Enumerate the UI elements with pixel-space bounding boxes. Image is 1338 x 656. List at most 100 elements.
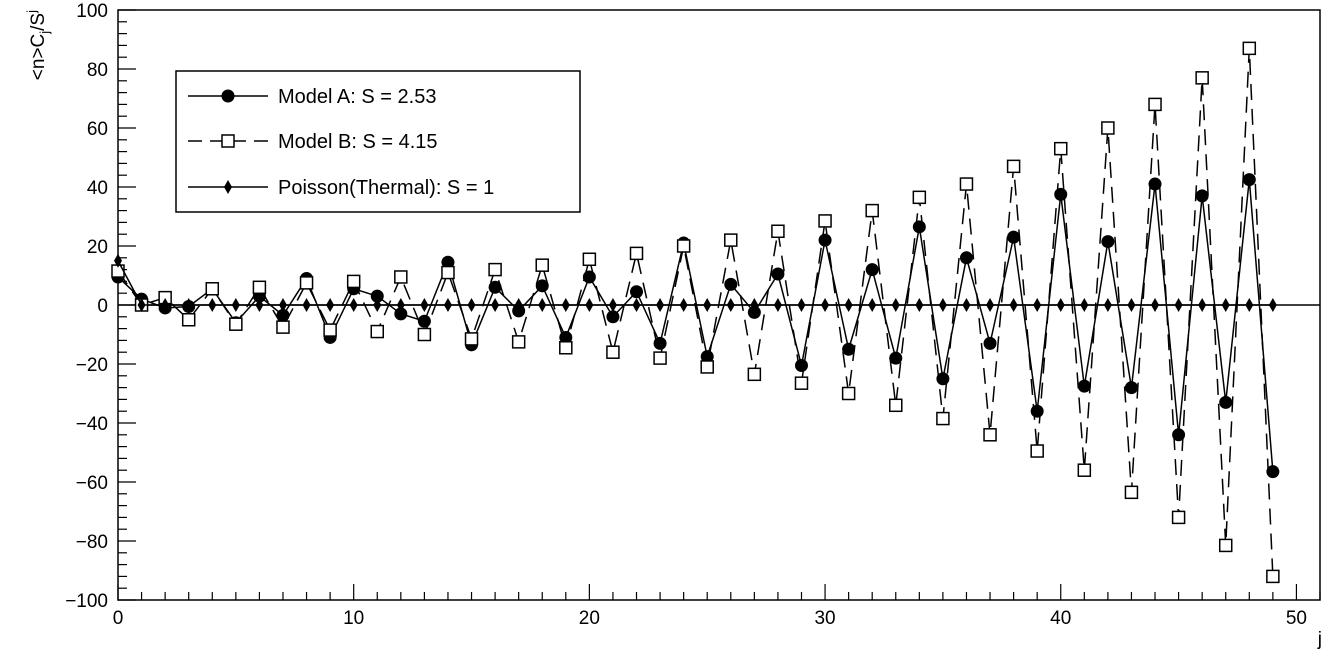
data-point-poisson xyxy=(1221,298,1230,312)
data-point-poisson xyxy=(726,298,735,312)
data-point-model-b xyxy=(841,386,856,401)
data-point-poisson xyxy=(137,298,146,312)
data-point-model-b xyxy=(252,280,267,295)
data-point-poisson xyxy=(1198,298,1207,312)
data-point-poisson xyxy=(962,298,971,312)
y-tick-label: −100 xyxy=(65,591,108,612)
legend-marker-model-b xyxy=(221,134,235,148)
data-point-model-a xyxy=(606,310,620,324)
data-point-poisson xyxy=(443,298,452,312)
data-point-model-b xyxy=(276,320,290,334)
legend-entry-model-a: Model A: S = 2.53 xyxy=(188,86,436,108)
x-tick-label: 10 xyxy=(343,608,364,629)
data-point-model-b xyxy=(936,411,950,426)
data-point-poisson xyxy=(773,298,782,312)
data-point-poisson xyxy=(373,298,382,312)
data-point-model-a xyxy=(1077,379,1091,393)
data-point-poisson xyxy=(938,298,947,312)
data-point-model-b xyxy=(771,224,785,238)
data-point-model-b xyxy=(1148,97,1162,112)
data-point-model-a xyxy=(1030,404,1044,418)
data-point-model-b xyxy=(1030,444,1044,458)
data-point-model-a xyxy=(724,277,738,291)
data-point-poisson xyxy=(821,298,830,312)
data-point-model-a xyxy=(1219,395,1233,409)
data-point-model-b xyxy=(865,203,879,218)
data-point-poisson xyxy=(1080,298,1089,312)
data-point-model-a xyxy=(1148,177,1162,191)
data-point-model-b xyxy=(700,360,714,374)
data-point-poisson xyxy=(703,298,712,312)
data-point-model-a xyxy=(488,280,502,294)
data-point-poisson xyxy=(1151,298,1160,312)
y-axis-title-main: <n>C xyxy=(28,34,49,80)
data-point-poisson xyxy=(1174,298,1183,312)
data-point-model-b xyxy=(1053,141,1068,156)
data-point-model-b xyxy=(346,274,361,289)
legend-entry-poisson: Poisson(Thermal): S = 1 xyxy=(188,177,494,199)
data-point-poisson xyxy=(561,298,570,312)
data-point-model-b xyxy=(1101,121,1115,135)
data-point-model-b xyxy=(676,239,691,253)
y-axis-title-sup: j xyxy=(24,10,39,14)
data-point-poisson xyxy=(632,298,641,312)
x-tick-label: 50 xyxy=(1286,608,1307,629)
x-tick-label: 0 xyxy=(113,608,124,629)
data-point-poisson xyxy=(467,298,476,312)
data-point-poisson xyxy=(208,298,217,312)
data-point-poisson xyxy=(114,253,122,268)
data-point-poisson xyxy=(514,298,523,312)
y-tick-label: −20 xyxy=(76,355,108,376)
series-model-b xyxy=(111,41,1280,584)
data-point-poisson xyxy=(1033,298,1042,312)
data-point-model-b xyxy=(747,367,762,382)
data-point-poisson xyxy=(255,298,264,312)
data-point-model-b xyxy=(629,246,644,261)
data-point-model-b xyxy=(205,282,220,296)
legend-entry-model-b: Model B: S = 4.15 xyxy=(188,131,438,153)
data-point-poisson xyxy=(1056,298,1065,312)
data-point-poisson xyxy=(1268,298,1277,312)
data-point-model-b xyxy=(394,270,408,284)
legend-label-poisson: Poisson(Thermal): S = 1 xyxy=(278,177,494,199)
data-point-model-b xyxy=(983,428,997,442)
y-tick-label: −80 xyxy=(76,532,108,553)
y-tick-label: 60 xyxy=(87,119,108,140)
data-point-model-b xyxy=(1195,71,1209,85)
data-point-model-a xyxy=(1242,173,1256,187)
data-point-poisson xyxy=(349,298,358,312)
data-point-model-b xyxy=(724,233,738,247)
data-point-model-a xyxy=(394,307,408,321)
data-point-model-b xyxy=(488,262,502,277)
y-tick-label: −40 xyxy=(76,414,108,435)
data-point-model-b xyxy=(511,335,526,349)
tick-labels: 0 10 20 30 40 50 −100 −80 −60 −40 −20 0 20 40 60 80 100 xyxy=(65,1,1307,629)
data-point-poisson xyxy=(844,298,853,312)
data-point-poisson xyxy=(1127,298,1136,312)
x-tick-label: 40 xyxy=(1050,608,1071,629)
data-point-model-b xyxy=(818,214,832,228)
data-point-model-a xyxy=(1007,230,1021,244)
data-point-model-a xyxy=(630,285,644,299)
data-point-model-b xyxy=(912,190,927,205)
data-point-model-a xyxy=(983,336,997,350)
data-point-poisson xyxy=(585,298,594,312)
data-point-model-b xyxy=(323,323,337,337)
y-tick-label: 40 xyxy=(87,178,108,199)
data-point-model-b xyxy=(606,345,620,359)
data-point-poisson xyxy=(986,298,995,312)
legend-marker-poisson xyxy=(224,180,232,194)
data-point-model-b xyxy=(959,177,974,191)
data-point-model-a xyxy=(912,220,926,234)
data-point-model-a xyxy=(417,314,431,328)
data-point-model-b xyxy=(1266,569,1280,584)
y-tick-label: 100 xyxy=(76,1,108,22)
data-point-poisson xyxy=(1103,298,1112,312)
y-axis-title: <n>Cj/Sj xyxy=(24,10,52,80)
data-point-model-a xyxy=(865,263,879,277)
data-point-model-a xyxy=(370,289,384,303)
data-point-model-a xyxy=(936,372,950,386)
series-poisson xyxy=(114,253,1277,312)
data-point-model-b xyxy=(1077,463,1092,477)
